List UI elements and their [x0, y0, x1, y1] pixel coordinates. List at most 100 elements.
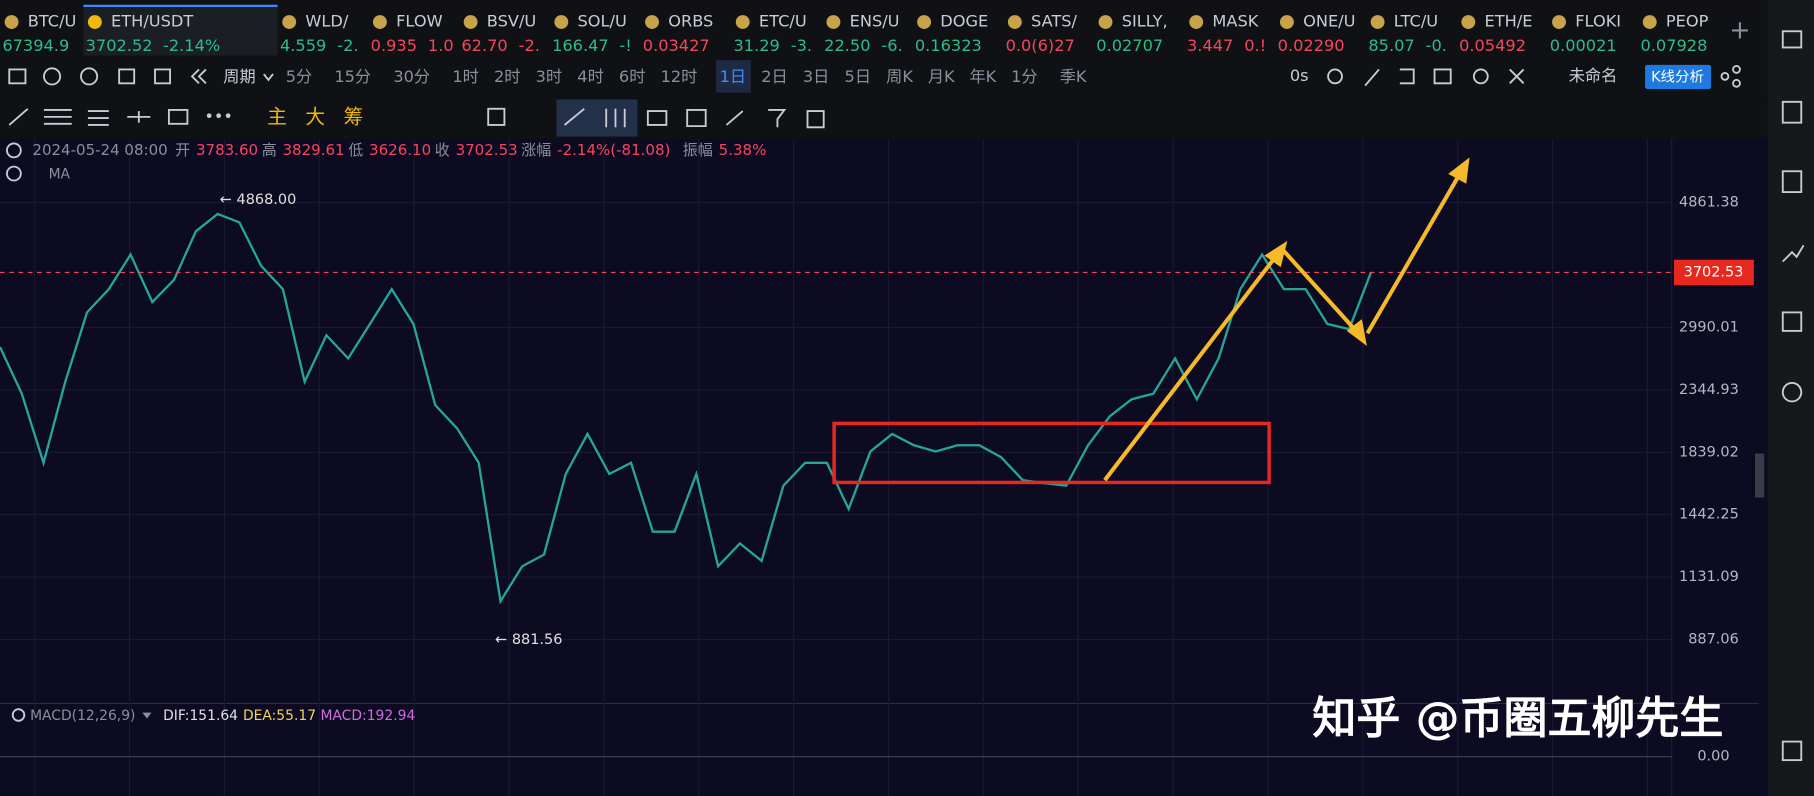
tab[interactable]: DOGE 0.16323	[915, 12, 988, 55]
tab[interactable]: BSV/U 62.70 -2.	[461, 12, 540, 55]
y-tick-label: 887.06	[1688, 632, 1739, 648]
period[interactable]: 季K	[1060, 67, 1087, 86]
icon[interactable]	[118, 68, 136, 85]
period[interactable]: 4时	[577, 67, 604, 86]
icon[interactable]	[1472, 68, 1489, 85]
icon[interactable]	[1720, 71, 1730, 81]
icon[interactable]	[1781, 382, 1803, 403]
tab[interactable]: FLOKI 0.00021	[1550, 12, 1621, 55]
icon[interactable]	[487, 107, 506, 126]
tool[interactable]: 大	[305, 106, 325, 129]
macd-tick-label: 0.00	[1697, 749, 1729, 765]
period[interactable]: 周K	[886, 67, 913, 86]
tab-active-bg	[83, 4, 278, 56]
dropdown	[142, 712, 152, 719]
tab[interactable]: WLD/4.559 -2.	[280, 12, 359, 55]
icon[interactable]	[8, 68, 27, 85]
period[interactable]: 2时	[494, 67, 520, 86]
icon[interactable]	[1781, 311, 1803, 332]
ohlc-amplitude-label: 振幅	[683, 141, 713, 159]
right-sidebar	[1767, 0, 1814, 796]
tab-change: -6.	[881, 36, 902, 55]
ohlc-low: 3626.10	[369, 141, 431, 159]
icon[interactable]	[1782, 244, 1805, 263]
tab-change: -!	[619, 36, 631, 55]
coin-icon	[282, 15, 297, 29]
period[interactable]: 1分	[1011, 67, 1037, 86]
period[interactable]: 1时	[452, 67, 479, 86]
tab-name: ORBS	[668, 12, 713, 31]
icon[interactable]	[1781, 740, 1803, 762]
period[interactable]: 2日	[761, 67, 788, 86]
tab-change: -2.	[337, 36, 358, 55]
drawing-icons[interactable]	[8, 108, 151, 126]
icon[interactable]	[80, 67, 99, 86]
period[interactable]: 6时	[619, 67, 646, 86]
tab-change: -2.	[519, 36, 540, 55]
y-tick-label: 1131.09	[1679, 569, 1739, 585]
period-label[interactable]: 周期	[223, 67, 255, 86]
tab[interactable]: LTC/U 85.07 -0.	[1368, 12, 1447, 55]
tab[interactable]: ONE/U 0.02290	[1278, 12, 1356, 55]
icon[interactable]	[190, 68, 207, 84]
tab-price: 0.07928	[1640, 36, 1707, 55]
icon[interactable]	[167, 109, 189, 125]
icon[interactable]	[1781, 100, 1803, 124]
tab[interactable]: ETH/USDT 3702.52 -2.14%	[83, 4, 278, 56]
period[interactable]: 月K	[928, 67, 955, 86]
period[interactable]: 3日	[803, 67, 830, 86]
period[interactable]: 年K	[969, 67, 996, 86]
ohlc-open: 3783.60	[196, 141, 258, 159]
tab[interactable]: SILLY, 0.02707	[1096, 12, 1167, 55]
period[interactable]: 5日	[845, 67, 872, 86]
tab-name: PEOP	[1666, 12, 1709, 31]
period[interactable]: 15分	[334, 67, 371, 86]
period[interactable]: 3时	[536, 67, 563, 86]
tab[interactable]: ETC/U 31.29 -3.	[733, 12, 812, 55]
icon[interactable]	[43, 67, 62, 86]
icon[interactable]	[563, 108, 626, 128]
layout-name[interactable]: 未命名	[1569, 66, 1618, 85]
tab[interactable]: SATS/0.0(6)27	[1006, 12, 1078, 55]
tab-change: -3.	[791, 36, 812, 55]
icon[interactable]	[6, 165, 22, 182]
ohlc-close: 3702.53	[456, 141, 518, 159]
tab-price: 31.29	[733, 36, 779, 55]
analysis-button-bg[interactable]	[1645, 64, 1712, 90]
tab[interactable]: MASK 3.447 0.!	[1187, 12, 1266, 55]
coin-icon	[1189, 15, 1204, 29]
icon[interactable]	[1781, 30, 1803, 49]
tab[interactable]: ORBS 0.03427	[643, 12, 714, 55]
icon[interactable]	[11, 708, 26, 722]
tab[interactable]: BTC/U 67394.9	[2, 12, 76, 55]
icon[interactable]	[1732, 78, 1741, 88]
tab[interactable]: SOL/U 166.47 -!	[552, 12, 632, 55]
icon[interactable]: •••	[204, 106, 233, 125]
icon[interactable]	[1364, 68, 1452, 87]
period[interactable]: 1日	[720, 67, 747, 86]
tab-name: LTC/U	[1394, 12, 1438, 31]
analysis-button[interactable]: K线分析	[1651, 69, 1704, 86]
icon[interactable]	[1327, 68, 1343, 85]
tab[interactable]: PEOP 0.07928	[1640, 12, 1708, 55]
tool[interactable]: 主	[267, 106, 287, 129]
y-tick-label: 4861.38	[1679, 195, 1739, 211]
icon[interactable]	[154, 68, 171, 85]
tab[interactable]: ENS/U 22.50 -6.	[824, 12, 903, 55]
period[interactable]: 30分	[393, 67, 430, 86]
period[interactable]: 5分	[286, 67, 313, 86]
ohlc-line: 2024-05-24 08:00 开 3783.60 高 3829.61 低 3626.10…	[6, 141, 766, 159]
tool[interactable]: 筹	[344, 106, 364, 129]
icon[interactable]	[646, 109, 825, 129]
icon[interactable]	[1732, 65, 1741, 74]
add-tab[interactable]: +	[1729, 15, 1750, 45]
tab-price: 0.03427	[643, 36, 710, 55]
icon[interactable]	[1509, 68, 1525, 84]
icon[interactable]	[1781, 170, 1803, 193]
icon[interactable]	[6, 142, 22, 159]
scroll-handle[interactable]	[1754, 453, 1765, 498]
tab[interactable]: ETH/E 0.05492	[1459, 12, 1532, 55]
tab[interactable]: FLOW 0.935 1.0	[371, 12, 454, 55]
period[interactable]: 12时	[661, 67, 698, 86]
